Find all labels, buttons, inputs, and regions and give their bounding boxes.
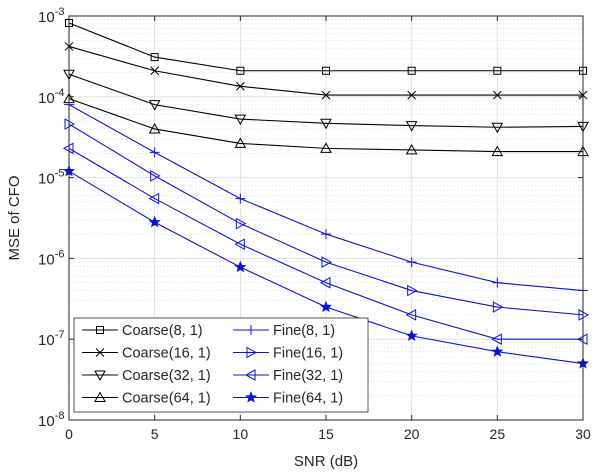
data-point-marker [150,170,161,182]
series-line [68,123,584,316]
series-fine-32-1 [62,142,588,346]
legend-marker [244,391,258,403]
data-point-marker [491,333,502,346]
data-point-marker [493,66,502,75]
data-point-marker [321,229,331,240]
series-line [68,73,584,128]
legend-marker [244,369,256,381]
data-point-marker [407,284,418,297]
data-point-marker [234,114,247,126]
legend-label: Fine(64, 1) [273,391,343,407]
legend-box [73,317,369,413]
data-point-marker [319,276,331,289]
legend-label: Coarse(8, 1) [122,323,203,339]
data-point-marker [405,329,418,341]
legend-marker [246,346,258,359]
series-line [68,147,583,340]
legend-marker [94,370,106,382]
y-tick-label: 10-8 [38,410,64,430]
y-tick-label: 10-6 [38,248,64,268]
data-point-marker [148,215,161,228]
x-tick-label: 0 [65,426,73,442]
series-coarse-8-1 [65,18,587,75]
y-tick-label: 10-7 [38,329,64,349]
legend-label: Fine(8, 1) [273,323,335,339]
data-point-marker [492,301,504,313]
x-tick-label: 25 [490,426,506,442]
data-point-marker [150,66,160,76]
legend-label: Fine(16, 1) [273,346,343,362]
data-point-marker [148,122,161,134]
data-point-marker [491,345,504,357]
legend-item: Coarse(8, 1) [82,323,203,339]
legend-item: Fine(16, 1) [233,346,343,362]
data-point-marker [234,260,247,273]
y-tick-label: 10-3 [38,6,64,26]
legend-item: Fine(64, 1) [233,391,343,407]
data-point-marker [235,193,246,204]
data-point-marker [492,277,503,288]
x-tick-label: 20 [404,426,420,442]
y-tick-label: 10-5 [38,168,64,188]
legend-item: Coarse(64, 1) [82,391,211,407]
legend-item: Fine(32, 1) [233,368,343,384]
data-point-marker [407,90,417,100]
data-point-marker [405,121,418,132]
data-point-marker [407,66,416,75]
series-line [68,98,583,153]
y-tick-label: 10-4 [38,87,64,107]
data-point-marker [405,143,418,155]
data-point-marker [148,192,160,205]
axes: 0 5 10 15 20 25 30 10-8 10-7 10-6 10-5 10-4 10-3 [38,6,591,442]
data-point-marker [321,256,333,268]
data-point-marker [150,53,159,62]
data-point-marker [491,122,504,134]
y-axis-label: MSE of CFO [6,175,23,260]
series-fine-8-1 [64,99,588,296]
data-point-marker [234,238,245,251]
data-point-marker [491,145,504,157]
legend-item: Coarse(16, 1) [82,346,211,362]
data-point-marker [405,309,417,321]
legend-item: Fine(8, 1) [233,323,335,339]
data-point-marker [322,66,330,75]
data-point-marker [320,118,332,130]
series-coarse-64-1 [63,92,589,157]
legend-marker [96,326,104,334]
series-coarse-16-1 [64,42,588,100]
data-point-marker [236,66,245,75]
data-point-marker [406,257,417,268]
data-point-marker [321,90,331,100]
legend-label: Coarse(64, 1) [122,391,211,407]
legend-label: Coarse(32, 1) [122,368,211,384]
data-point-marker [320,142,332,153]
legend-label: Coarse(16, 1) [122,346,211,362]
data-point-marker [235,81,245,91]
x-tick-label: 5 [151,426,159,442]
data-point-marker [492,90,502,100]
data-point-marker [149,147,160,158]
x-tick-label: 10 [233,426,249,442]
data-point-marker [319,300,333,313]
legend-marker [94,391,106,402]
legend: Coarse(8, 1) Coarse(16, 1) Coarse(32, 1) Co… [73,317,369,413]
data-point-marker [234,137,247,148]
x-tick-label: 15 [318,426,334,442]
legend-label: Fine(32, 1) [273,368,343,384]
legend-item: Coarse(32, 1) [82,368,211,384]
data-point-marker [235,217,247,230]
x-axis-label: SNR (dB) [294,453,358,470]
x-tick-label: 30 [575,426,591,442]
data-point-marker [148,100,161,111]
legend-marker [246,325,256,335]
series-line [68,22,583,72]
legend-marker [95,348,105,357]
